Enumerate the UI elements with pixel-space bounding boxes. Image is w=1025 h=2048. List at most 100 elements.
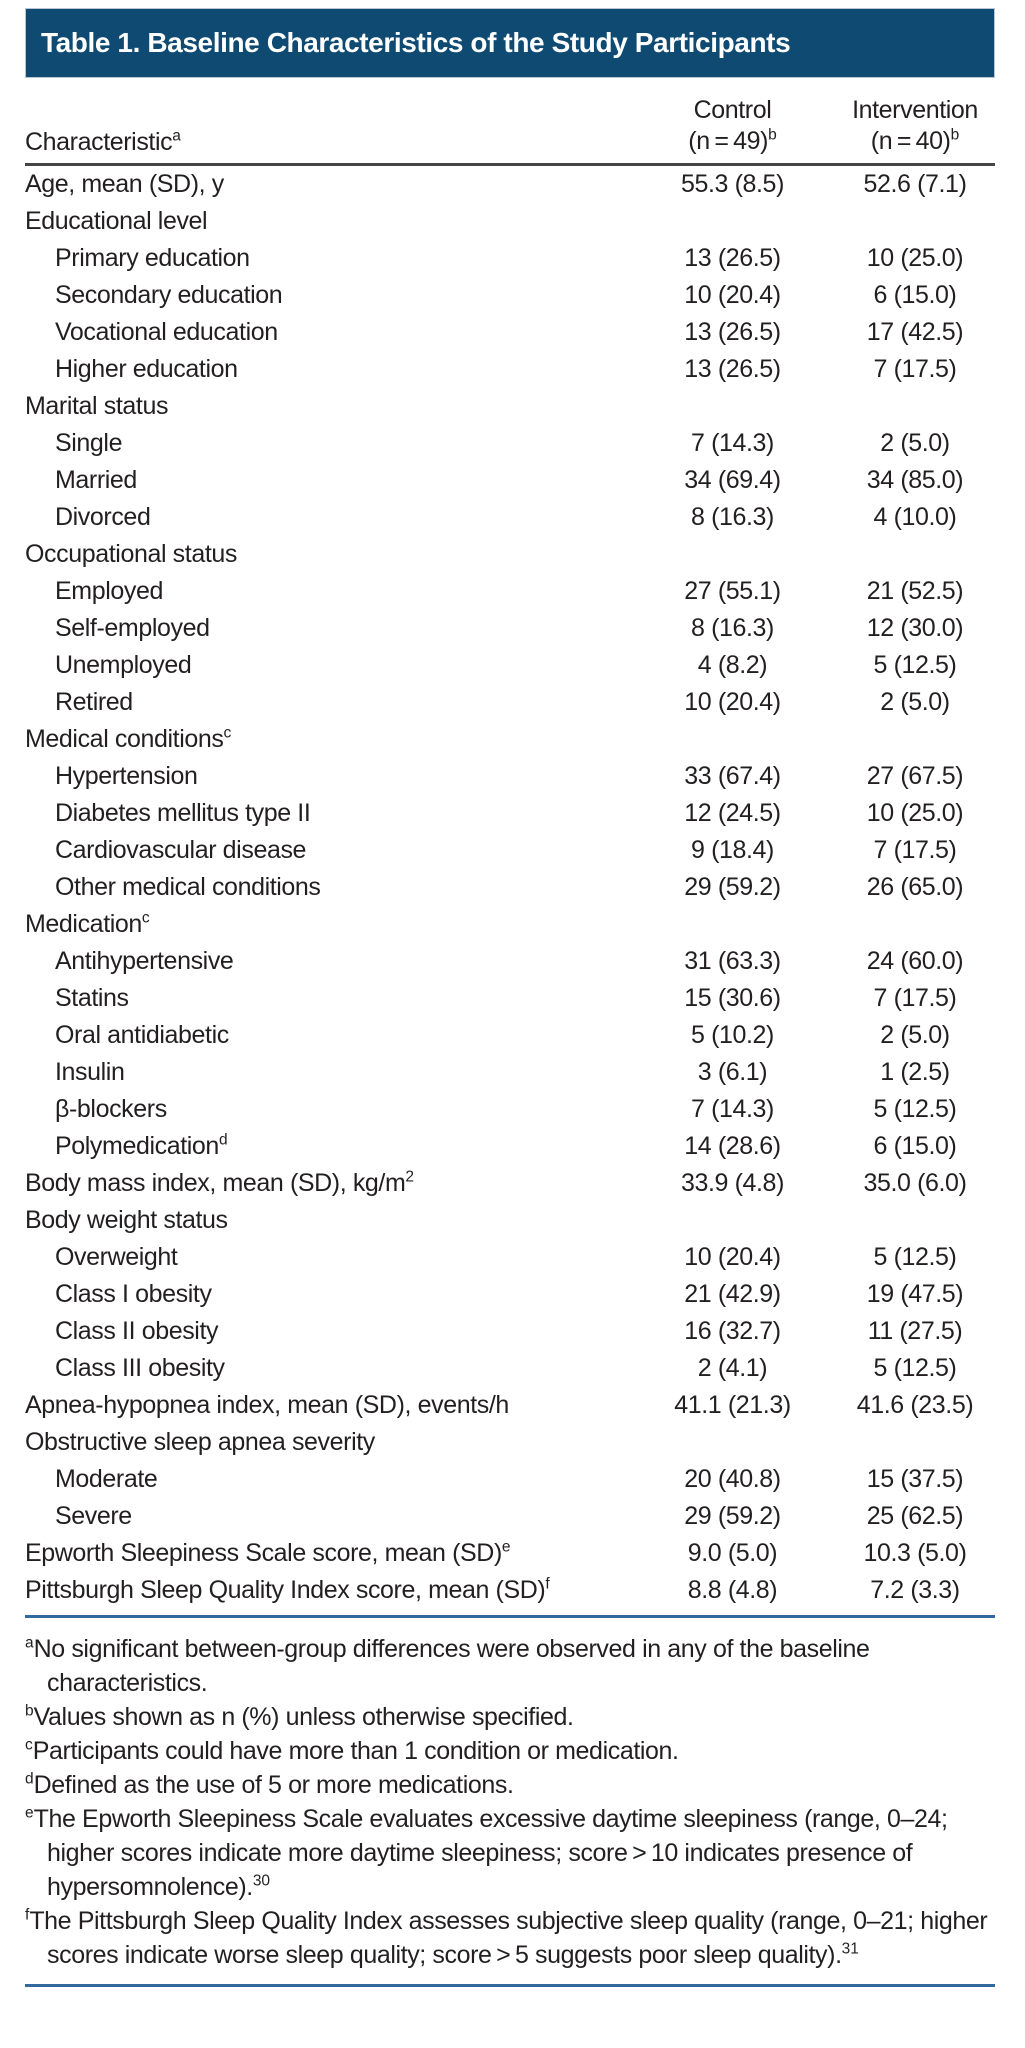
row-label: Educational level: [25, 207, 208, 235]
intervention-value: 25 (62.5): [866, 1502, 964, 1530]
row-label: Epworth Sleepiness Scale score, mean (SD…: [25, 1538, 511, 1567]
control-value: 7 (14.3): [691, 1095, 774, 1123]
intervention-value: 2 (5.0): [880, 688, 950, 716]
footnote-marker: f: [25, 1906, 30, 1924]
footnote-marker: e: [25, 1804, 34, 1822]
table-title: Table 1. Baseline Characteristics of the…: [41, 27, 791, 58]
footnote-marker: d: [25, 1770, 34, 1788]
table-row: Marital status: [25, 388, 995, 425]
footnote-marker: 2: [405, 1168, 415, 1186]
control-value: 31 (63.3): [684, 947, 781, 975]
table-row: Class I obesity 21 (42.9) 19 (47.5): [25, 1276, 995, 1313]
control-value: 7 (14.3): [691, 429, 774, 457]
footnote: aNo significant between-group difference…: [25, 1634, 870, 1697]
footnote-marker-b: b: [768, 126, 777, 144]
table-figure: Table 1. Baseline Characteristics of the…: [25, 8, 995, 1987]
row-label: Oral antidiabetic: [55, 1021, 229, 1049]
control-value: 33.9 (4.8): [680, 1169, 784, 1197]
row-label: Pittsburgh Sleep Quality Index score, me…: [25, 1575, 550, 1604]
table-row: Retired 10 (20.4) 2 (5.0): [25, 684, 995, 721]
intervention-value: 7 (17.5): [873, 836, 957, 864]
intervention-value: 26 (65.0): [866, 873, 964, 901]
intervention-value: 5 (12.5): [873, 1095, 957, 1123]
table-row: Overweight 10 (20.4) 5 (12.5): [25, 1239, 995, 1276]
intervention-value: 12 (30.0): [866, 614, 964, 642]
table-row: Severe 29 (59.2) 25 (62.5): [25, 1498, 995, 1535]
control-value: 3 (6.1): [697, 1058, 768, 1086]
row-label: Cardiovascular disease: [55, 836, 307, 864]
control-value: 4 (8.2): [697, 651, 768, 679]
footnote: eThe Epworth Sleepiness Scale evaluates …: [25, 1804, 948, 1901]
table-row: Polymedicationd 14 (28.6) 6 (15.0): [25, 1128, 995, 1165]
intervention-value: 2 (5.0): [880, 1021, 950, 1049]
control-value: 27 (55.1): [684, 577, 781, 605]
table-header-row: Characteristica Control (n = 49)b Interv…: [25, 78, 995, 163]
row-label: Single: [55, 429, 123, 457]
row-label: Insulin: [55, 1058, 125, 1086]
row-label: Married: [55, 466, 137, 494]
table-row: Age, mean (SD), y 55.3 (8.5) 52.6 (7.1): [25, 166, 995, 203]
row-label: Medicationc: [25, 909, 150, 938]
control-column-name: Control: [693, 96, 772, 124]
table-row: Class II obesity 16 (32.7) 11 (27.5): [25, 1313, 995, 1350]
intervention-value: 6 (15.0): [873, 1132, 957, 1160]
row-label: Other medical conditions: [55, 873, 321, 901]
table-row: Antihypertensive 31 (63.3) 24 (60.0): [25, 943, 995, 980]
table-row: Self-employed 8 (16.3) 12 (30.0): [25, 610, 995, 647]
intervention-value: 1 (2.5): [880, 1058, 950, 1086]
row-label: Divorced: [55, 503, 151, 531]
intervention-value: 7 (17.5): [873, 984, 957, 1012]
table-row: Diabetes mellitus type II 12 (24.5) 10 (…: [25, 795, 995, 832]
figure-bottom-rule: [25, 1984, 995, 1987]
footnote-marker: d: [218, 1131, 228, 1149]
intervention-value: 34 (85.0): [866, 466, 964, 494]
intervention-value: 35.0 (6.0): [863, 1169, 967, 1197]
table-row: Vocational education 13 (26.5) 17 (42.5): [25, 314, 995, 351]
intervention-column-header: Intervention (n = 40)b: [835, 95, 995, 157]
row-label: Hypertension: [55, 762, 198, 790]
intervention-value: 6 (15.0): [873, 281, 957, 309]
row-label: Unemployed: [55, 651, 192, 679]
table-row: Apnea-hypopnea index, mean (SD), events/…: [25, 1387, 995, 1424]
footnote-marker: f: [545, 1575, 550, 1593]
row-label: Retired: [55, 688, 133, 716]
control-value: 21 (42.9): [684, 1280, 781, 1308]
row-label: Overweight: [55, 1243, 178, 1271]
control-value: 12 (24.5): [684, 799, 781, 827]
table-row: Pittsburgh Sleep Quality Index score, me…: [25, 1572, 995, 1609]
row-label: Class II obesity: [55, 1317, 219, 1345]
table-bottom-rule: [25, 1615, 995, 1618]
table-row: β-blockers 7 (14.3) 5 (12.5): [25, 1091, 995, 1128]
row-label: Statins: [55, 984, 129, 1012]
control-value: 10 (20.4): [684, 688, 781, 716]
intervention-value: 27 (67.5): [866, 762, 964, 790]
control-value: 14 (28.6): [684, 1132, 781, 1160]
control-value: 8 (16.3): [691, 614, 774, 642]
table-row: Medicationc: [25, 906, 995, 943]
row-label: Antihypertensive: [55, 947, 234, 975]
row-label: Apnea-hypopnea index, mean (SD), events/…: [25, 1391, 509, 1419]
reference-number: 30: [252, 1872, 271, 1890]
footnote-marker: c: [25, 1736, 33, 1754]
control-value: 15 (30.6): [684, 984, 781, 1012]
table-row: Body weight status: [25, 1202, 995, 1239]
intervention-value: 2 (5.0): [880, 429, 950, 457]
control-value: 9 (18.4): [691, 836, 774, 864]
row-label: Polymedicationd: [55, 1131, 228, 1160]
intervention-value: 11 (27.5): [867, 1317, 963, 1345]
row-label: Diabetes mellitus type II: [55, 799, 311, 827]
control-value: 34 (69.4): [684, 466, 781, 494]
table-row: Oral antidiabetic 5 (10.2) 2 (5.0): [25, 1017, 995, 1054]
intervention-value: 24 (60.0): [866, 947, 964, 975]
intervention-value: 5 (12.5): [873, 1354, 957, 1382]
control-value: 29 (59.2): [684, 1502, 781, 1530]
footnote-marker: c: [141, 909, 150, 927]
footnote: dDefined as the use of 5 or more medicat…: [25, 1770, 514, 1799]
table-row: Cardiovascular disease 9 (18.4) 7 (17.5): [25, 832, 995, 869]
footnote: bValues shown as n (%) unless otherwise …: [25, 1702, 574, 1731]
row-label: β-blockers: [55, 1095, 167, 1123]
intervention-value: 10.3 (5.0): [863, 1539, 967, 1567]
footnote-marker: e: [501, 1538, 511, 1556]
control-value: 10 (20.4): [684, 1243, 781, 1271]
table-row: Employed 27 (55.1) 21 (52.5): [25, 573, 995, 610]
